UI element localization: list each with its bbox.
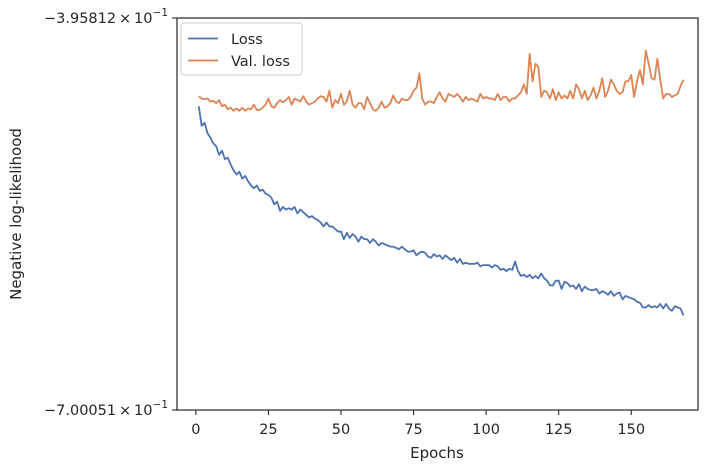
x-tick-label: 100	[472, 422, 500, 438]
plot-area	[197, 49, 685, 316]
y-axis-ticks: −3.95812 × 10−1 −7.00051 × 10−1	[44, 7, 177, 419]
x-tick-label: 25	[259, 422, 277, 438]
x-tick-label: 75	[404, 422, 422, 438]
series-line-loss	[197, 106, 685, 316]
plot-frame	[176, 17, 699, 411]
series-lines	[197, 49, 685, 316]
y-tick-label: −7.00051 × 10−1	[44, 399, 168, 419]
legend-box	[180, 22, 303, 76]
legend: Loss Val. loss	[180, 22, 303, 76]
x-tick-label: 125	[545, 422, 573, 438]
y-axis-label: Negative log-likelihood	[7, 128, 25, 300]
legend-label-loss: Loss	[231, 32, 263, 48]
x-axis-label: Epochs	[410, 444, 464, 462]
x-axis-ticks: 0 25 50 75 100 125 150	[191, 410, 645, 438]
x-tick-label: 0	[191, 422, 200, 438]
y-tick-label: −3.95812 × 10−1	[44, 7, 168, 27]
series-line-val-loss	[198, 49, 685, 112]
x-tick-label: 150	[617, 422, 645, 438]
legend-label-val-loss: Val. loss	[231, 54, 290, 70]
x-tick-label: 50	[332, 422, 350, 438]
